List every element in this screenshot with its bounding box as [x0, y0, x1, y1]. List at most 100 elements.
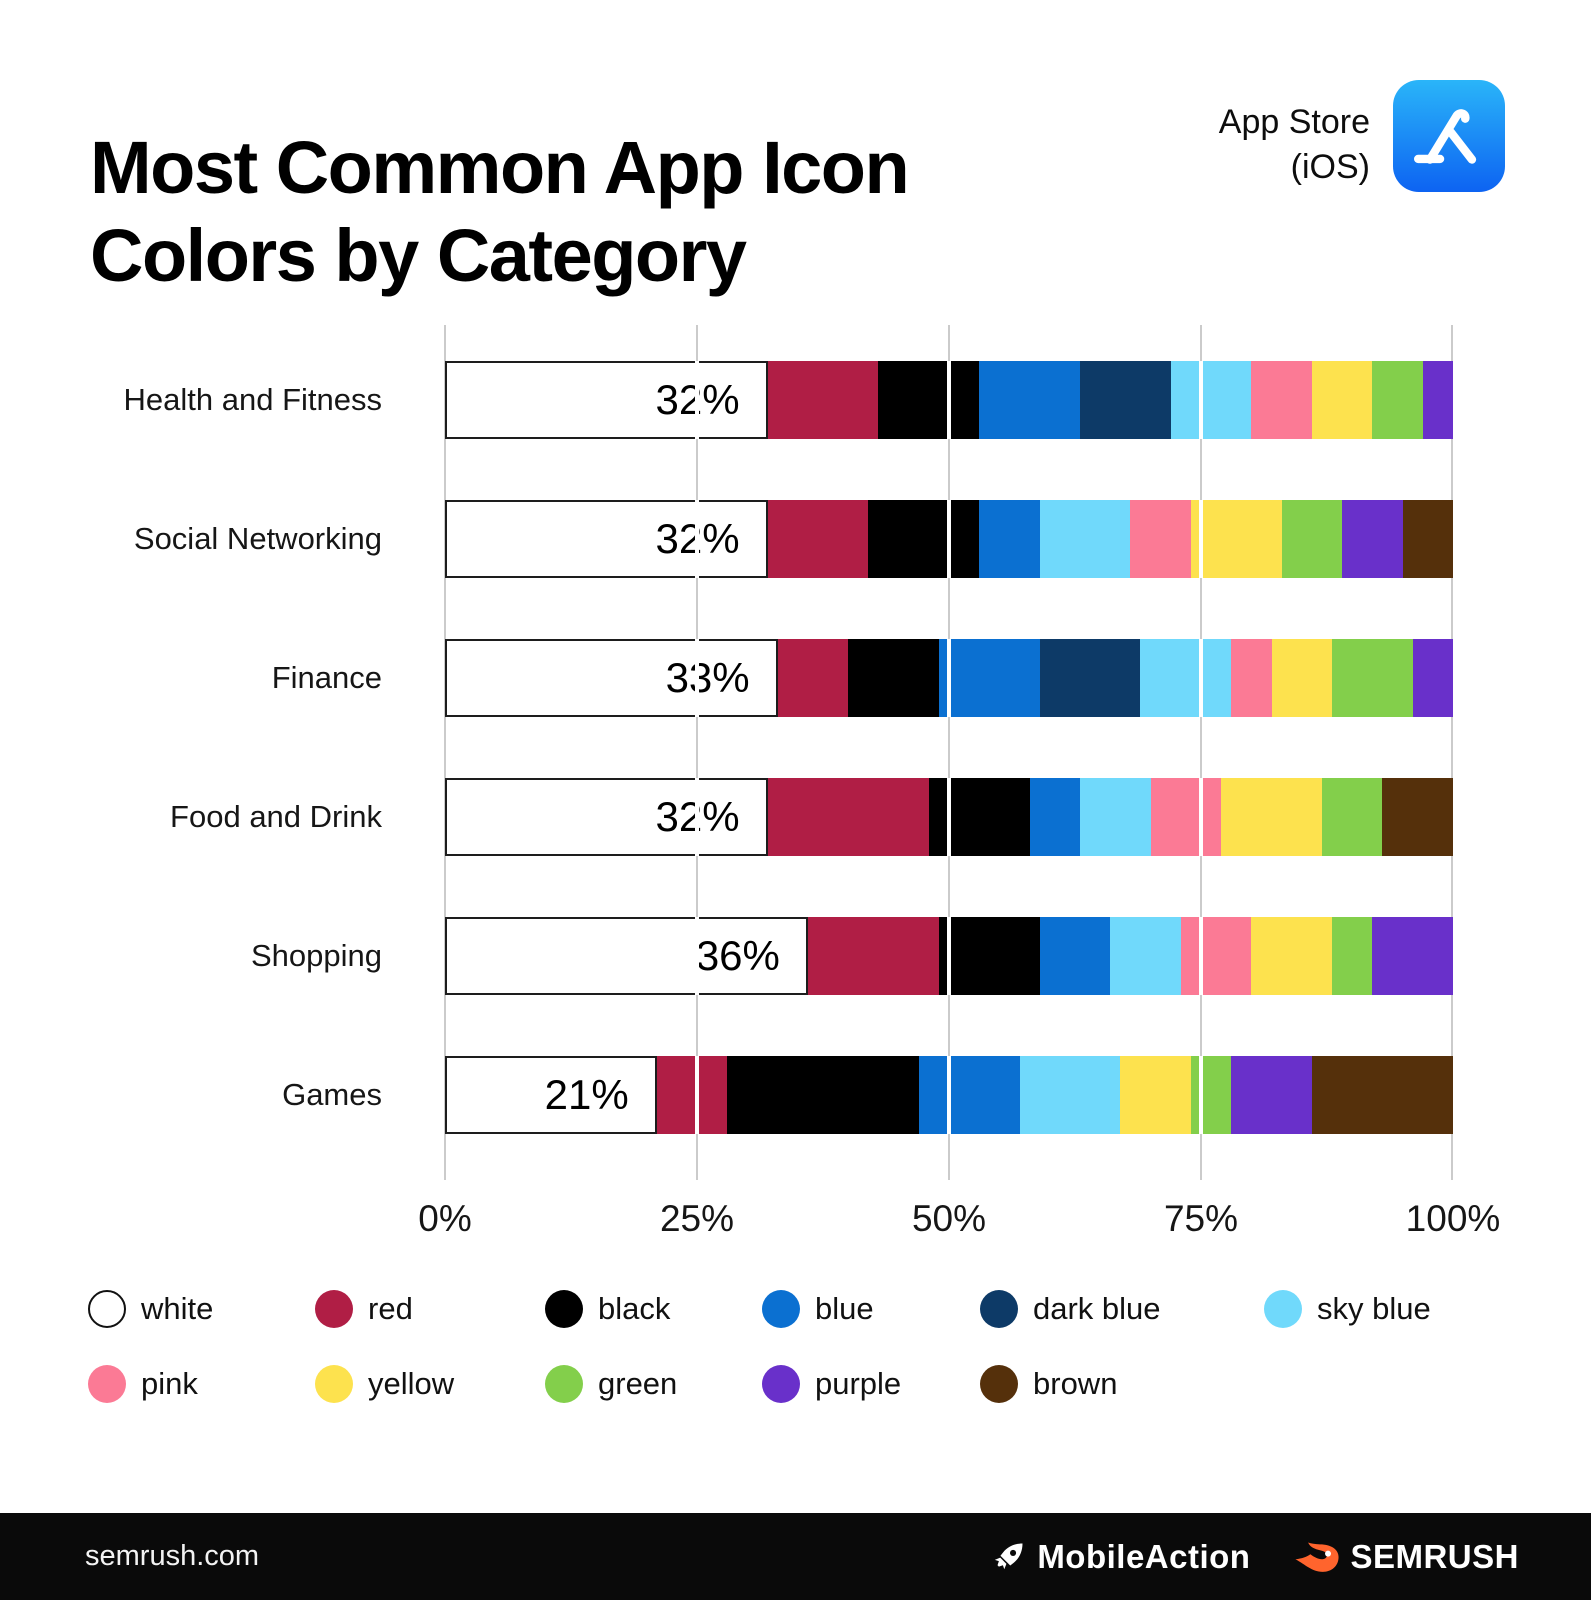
- bar-segment-white: 21%: [445, 1056, 657, 1134]
- gridline-overlay: [695, 1056, 699, 1134]
- bar-segment-blue: [938, 639, 1040, 717]
- bar-segment-red: [807, 917, 939, 995]
- bar-segment-sky_blue: [1019, 1056, 1121, 1134]
- footer: semrush.com MobileAction SEMRUSH: [0, 1513, 1591, 1600]
- gridline-overlay: [1199, 639, 1203, 717]
- page-title: Most Common App Icon Colors by Category: [90, 125, 910, 297]
- gridline-overlay: [1199, 500, 1203, 578]
- rocket-icon: [995, 1543, 1023, 1569]
- bar-value-label: 36%: [695, 932, 780, 979]
- bar-segment-yellow: [1271, 639, 1332, 717]
- gridline-overlay: [947, 361, 951, 439]
- purple-swatch-icon: [762, 1365, 800, 1403]
- bar-value-label: 32%: [655, 793, 765, 841]
- bar-segment-pink: [1251, 361, 1312, 439]
- bar-segment-white: 36%: [445, 917, 808, 995]
- gridline-50: [948, 325, 950, 1180]
- legend-label: yellow: [368, 1366, 455, 1401]
- bar-segment-dark_blue: [1080, 361, 1171, 439]
- bar-segment-green: [1331, 917, 1373, 995]
- bar-segment-purple: [1422, 361, 1453, 439]
- gridline-0: [444, 325, 446, 1180]
- legend-label: black: [598, 1291, 671, 1326]
- x-tick: 25%: [659, 1198, 735, 1239]
- bar-segment-blue: [979, 500, 1040, 578]
- black-swatch-icon: [545, 1290, 583, 1328]
- category-label: Finance: [271, 660, 382, 695]
- bar-segment-green: [1331, 639, 1413, 717]
- platform-name: App Store: [1218, 103, 1370, 141]
- bar-segment-red: [767, 500, 869, 578]
- gridline-overlay: [1199, 778, 1203, 856]
- bar-segment-yellow: [1190, 500, 1282, 578]
- bar-segment-purple: [1342, 500, 1403, 578]
- bar-segment-black: [848, 639, 939, 717]
- legend-item-sky-blue: sky blue: [1264, 1287, 1431, 1331]
- legend-label: purple: [815, 1366, 902, 1401]
- legend-label: blue: [815, 1291, 874, 1326]
- website-link[interactable]: semrush.com: [85, 1540, 260, 1572]
- gridline-overlay: [947, 500, 951, 578]
- bar-segment-white: 32%: [445, 361, 768, 439]
- bar-segment-pink: [1130, 500, 1191, 578]
- bar-segment-red: [767, 778, 929, 856]
- bar-segment-pink: [1231, 639, 1272, 717]
- bar-segment-white: 32%: [445, 500, 768, 578]
- bar-segment-black: [868, 500, 980, 578]
- gridline-overlay: [1199, 917, 1203, 995]
- x-tick: 75%: [1163, 1198, 1239, 1239]
- bar-segment-green: [1281, 500, 1343, 578]
- sky-blue-swatch-icon: [1264, 1290, 1302, 1328]
- pink-swatch-icon: [88, 1365, 126, 1403]
- bar-segment-green: [1372, 361, 1423, 439]
- bar-row-social-networking: 32%: [445, 500, 1453, 578]
- gridline-overlay: [947, 1056, 951, 1134]
- bar-segment-blue: [918, 1056, 1020, 1134]
- gridline-overlay: [695, 917, 699, 995]
- bar-segment-black: [938, 917, 1040, 995]
- bar-row-food-and-drink: 32%: [445, 778, 1453, 856]
- category-label: Shopping: [250, 938, 382, 973]
- gridline-overlay: [947, 778, 951, 856]
- legend-label: dark blue: [1033, 1291, 1161, 1326]
- bar-segment-sky_blue: [1110, 917, 1181, 995]
- legend-item-green: green: [545, 1362, 677, 1406]
- gridline-75: [1200, 325, 1202, 1180]
- white-swatch-icon: [88, 1290, 126, 1328]
- bar-value-label: 32%: [655, 515, 765, 563]
- bar-segment-green: [1190, 1056, 1232, 1134]
- bar-segment-sky_blue: [1080, 778, 1151, 856]
- legend-label: white: [141, 1291, 214, 1326]
- category-label: Food and Drink: [170, 799, 382, 834]
- bar-segment-sky_blue: [1140, 639, 1232, 717]
- bar-segment-white: 33%: [445, 639, 778, 717]
- bar-segment-green: [1321, 778, 1383, 856]
- bar-value-label: 33%: [665, 654, 750, 701]
- mobileaction-logo: MobileAction: [991, 1538, 1250, 1576]
- red-swatch-icon: [315, 1290, 353, 1328]
- legend-item-pink: pink: [88, 1362, 198, 1406]
- bar-segment-pink: [1180, 917, 1252, 995]
- bar-segment-black: [727, 1056, 919, 1134]
- green-swatch-icon: [545, 1365, 583, 1403]
- legend-item-dark-blue: dark blue: [980, 1287, 1161, 1331]
- category-label: Health and Fitness: [123, 382, 382, 417]
- bar-segment-black: [928, 778, 1030, 856]
- bar-segment-sky_blue: [1039, 500, 1131, 578]
- gridline-overlay: [695, 639, 699, 717]
- legend-item-black: black: [545, 1287, 670, 1331]
- semrush-flame-icon: [1295, 1542, 1340, 1572]
- bar-segment-yellow: [1221, 778, 1322, 856]
- brown-swatch-icon: [980, 1365, 1018, 1403]
- legend-item-yellow: yellow: [315, 1362, 454, 1406]
- app-store-icon: [1393, 80, 1505, 192]
- bar-row-shopping: 36%: [445, 917, 1453, 995]
- bar-row-health-and-fitness: 32%: [445, 361, 1453, 439]
- bar-segment-purple: [1372, 917, 1453, 995]
- gridline-overlay: [695, 361, 699, 439]
- legend-label: green: [598, 1366, 678, 1401]
- gridline-overlay: [1199, 361, 1203, 439]
- chart-plot: 32% 32% 33% 32% 36% 21%: [444, 325, 1453, 1180]
- platform-os: (iOS): [1290, 148, 1370, 186]
- bar-segment-blue: [1039, 917, 1111, 995]
